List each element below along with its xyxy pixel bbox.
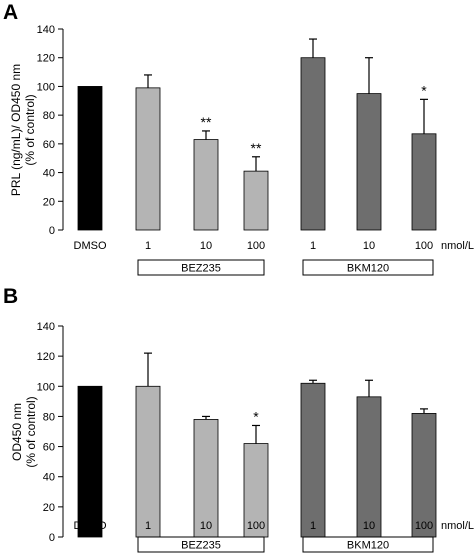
- bar: [300, 57, 326, 231]
- bar: [411, 133, 437, 231]
- bar: [77, 86, 103, 231]
- panel-letter: A: [3, 1, 18, 24]
- x-tick-label: 1: [145, 240, 151, 252]
- x-tick-label: 10: [363, 520, 375, 532]
- x-unit-label: nmol/L: [441, 240, 474, 252]
- y-axis-label: (% of control): [23, 94, 37, 165]
- bar: [135, 87, 161, 231]
- y-tick-label: 20: [43, 502, 55, 514]
- chart-panel-a: A 0 20 40 60 80 100 120 140 PRL (ng/mL)/ OD450 nm…: [3, 1, 474, 276]
- x-tick-label: DMSO: [74, 240, 107, 252]
- bar: [356, 93, 382, 231]
- panel-letter: B: [3, 285, 18, 308]
- y-tick-label: 40: [43, 472, 55, 484]
- x-tick-label: 10: [200, 240, 212, 252]
- bar: [300, 382, 326, 538]
- y-tick-label: 120: [37, 351, 55, 363]
- y-tick-label: 80: [43, 411, 55, 423]
- bar: [135, 385, 161, 538]
- y-tick-label: 40: [43, 168, 55, 180]
- bar: [356, 396, 382, 538]
- x-tick-label: 10: [200, 520, 212, 532]
- y-axis-label: (% of control): [24, 396, 38, 467]
- x-tick-label: 100: [247, 520, 265, 532]
- y-tick-label: 120: [37, 53, 55, 65]
- x-tick-label: 1: [310, 520, 316, 532]
- y-tick-label: 0: [49, 532, 55, 544]
- group-label: BKM120: [347, 263, 389, 275]
- x-tick-label: DMSO: [74, 520, 107, 532]
- y-tick-label: 140: [37, 24, 55, 36]
- group-box: [302, 259, 434, 276]
- y-tick-label: 100: [37, 81, 55, 93]
- bar: [243, 443, 269, 538]
- y-axis-label: OD450 nm: [10, 403, 24, 461]
- bar: [193, 139, 219, 231]
- significance-marker: **: [201, 114, 212, 130]
- x-tick-label: 1: [310, 240, 316, 252]
- bar: [193, 419, 219, 538]
- group-box: [137, 259, 265, 276]
- y-tick-label: 0: [49, 225, 55, 237]
- y-tick-label: 20: [43, 196, 55, 208]
- y-tick-label: 140: [37, 321, 55, 333]
- group-box: [137, 536, 265, 553]
- significance-marker: *: [253, 408, 259, 424]
- group-label: BKM120: [347, 540, 389, 552]
- x-unit-label: nmol/L: [441, 520, 474, 532]
- x-tick-label: 1: [145, 520, 151, 532]
- bar: [411, 413, 437, 538]
- significance-marker: *: [421, 82, 427, 98]
- significance-marker: **: [251, 140, 262, 156]
- chart-panel-b: B 0 20 40 60 80 100 120 140 OD450 nm (% of control…: [3, 285, 474, 553]
- group-label: BEZ235: [181, 263, 221, 275]
- bar: [77, 385, 103, 538]
- y-tick-label: 60: [43, 442, 55, 454]
- x-tick-label: 100: [415, 240, 433, 252]
- y-tick-label: 100: [37, 381, 55, 393]
- group-label: BEZ235: [181, 540, 221, 552]
- x-tick-label: 100: [415, 520, 433, 532]
- y-axis-label: PRL (ng/mL)/ OD450 nm: [9, 64, 23, 196]
- group-box: [302, 536, 434, 553]
- x-tick-label: 100: [247, 240, 265, 252]
- x-tick-label: 10: [363, 240, 375, 252]
- y-tick-label: 60: [43, 139, 55, 151]
- y-tick-label: 80: [43, 110, 55, 122]
- bar: [243, 170, 269, 231]
